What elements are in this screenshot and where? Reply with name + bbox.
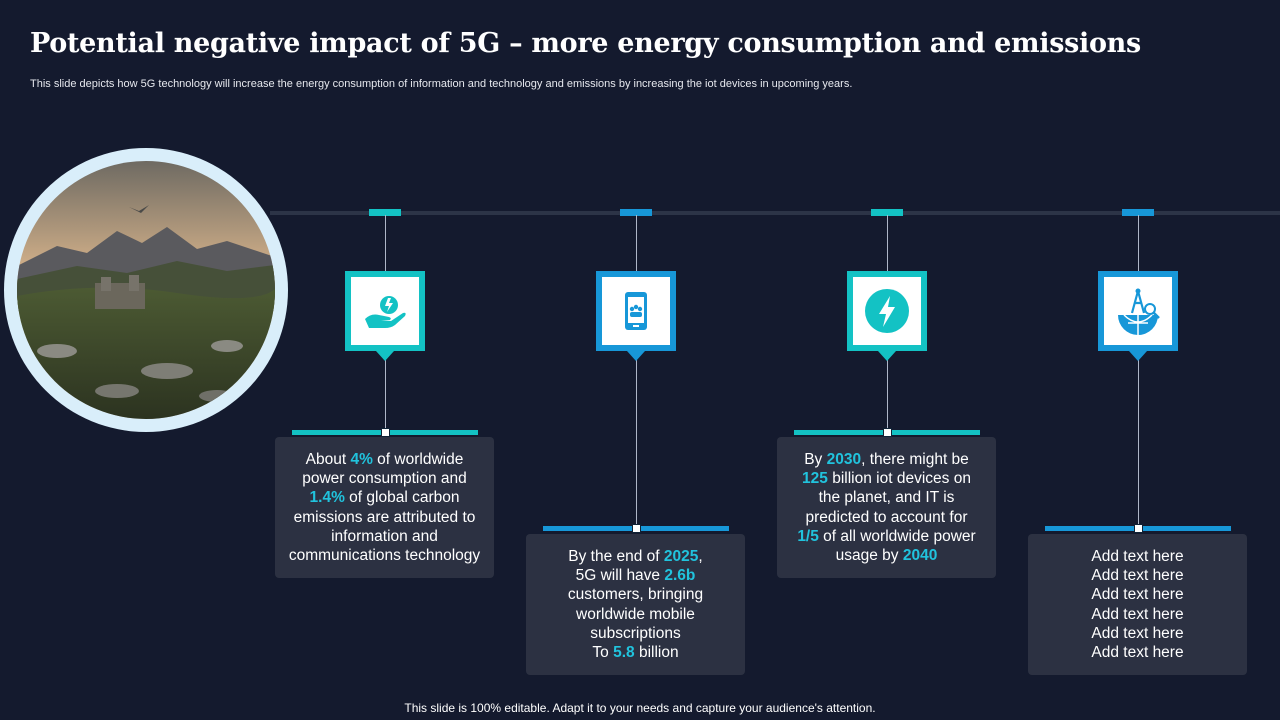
- landscape-image: [17, 161, 275, 419]
- card-text: predicted to account for: [805, 508, 968, 526]
- card-text: of global carbon: [344, 489, 460, 507]
- card-line: information and: [283, 527, 486, 546]
- info-card: By 2030, there might be 125 billion iot d…: [777, 437, 996, 579]
- timeline-bar: [270, 211, 1280, 215]
- card-line: worldwide mobile: [534, 605, 737, 624]
- card-line: By 2030, there might be: [785, 450, 988, 469]
- card-line: By the end of 2025,: [534, 547, 737, 566]
- card-line: predicted to account for: [785, 508, 988, 527]
- highlight-value: 1/5: [797, 527, 819, 545]
- timeline-marker: [1122, 209, 1154, 216]
- info-card: By the end of 2025, 5G will have 2.6b cust…: [526, 534, 745, 676]
- card-line: 1.4% of global carbon: [283, 488, 486, 507]
- highlight-value: 2.6b: [664, 567, 696, 585]
- timeline-node: [1134, 524, 1143, 533]
- timeline-node: [632, 524, 641, 533]
- card-line: power consumption and: [283, 469, 486, 488]
- step-icon-box: [596, 271, 676, 351]
- card-text: billion: [634, 644, 679, 662]
- card-line: About 4% of worldwide: [283, 450, 486, 469]
- card-text: the planet, and IT is: [818, 489, 955, 507]
- connector-line: [1138, 215, 1139, 526]
- footer-note: This slide is 100% editable. Adapt it to…: [404, 701, 876, 715]
- highlight-value: 5.8: [613, 644, 635, 662]
- card-line: Add text here: [1036, 585, 1239, 604]
- card-text: By the end of: [568, 548, 664, 565]
- card-text: , there might be: [861, 451, 969, 468]
- page-title: Potential negative impact of 5G – more e…: [30, 28, 1141, 59]
- card-line: 125 billion iot devices on: [785, 469, 988, 488]
- step-icon-box: [345, 271, 425, 351]
- timeline-marker: [620, 209, 652, 216]
- card-text: communications technology: [288, 547, 481, 565]
- card-line: emissions are attributed to: [283, 508, 486, 527]
- card-text: About: [305, 451, 351, 468]
- icon-pointer: [627, 351, 645, 361]
- card-line: usage by 2040: [785, 546, 988, 565]
- highlight-value: 2025: [663, 548, 699, 565]
- highlight-value: 2030: [826, 451, 862, 468]
- info-card: Add text here Add text here Add text here A…: [1028, 534, 1247, 676]
- card-text: customers, bringing: [567, 586, 704, 604]
- page-subtitle: This slide depicts how 5G technology wil…: [30, 78, 853, 90]
- card-text: ,: [698, 548, 703, 565]
- card-text: By: [804, 451, 827, 468]
- timeline-node: [381, 428, 390, 437]
- landscape-photo: [4, 148, 288, 432]
- card-text: Add text here: [1091, 586, 1184, 604]
- card-line: Add text here: [1036, 605, 1239, 624]
- card-text: power consumption and: [302, 470, 467, 488]
- highlight-value: 2040: [902, 547, 938, 565]
- step-icon-box: [847, 271, 927, 351]
- timeline-marker: [369, 209, 401, 216]
- timeline-node: [883, 428, 892, 437]
- card-text: Add text here: [1091, 567, 1184, 585]
- card-text: Add text here: [1091, 605, 1184, 623]
- card-text: 5G will have: [575, 567, 665, 585]
- card-text: of worldwide: [372, 451, 464, 468]
- card-text: of all worldwide power: [818, 527, 976, 545]
- highlight-value: 125: [802, 470, 828, 488]
- card-text: billion iot devices on: [827, 470, 971, 488]
- card-line: To 5.8 billion: [534, 643, 737, 662]
- card-line: the planet, and IT is: [785, 488, 988, 507]
- card-line: Add text here: [1036, 547, 1239, 566]
- card-text: emissions are attributed to: [293, 508, 476, 526]
- info-card: About 4% of worldwide power consumption a…: [275, 437, 494, 579]
- step-icon-box: [1098, 271, 1178, 351]
- highlight-value: 4%: [350, 451, 373, 468]
- card-text: Add text here: [1091, 624, 1184, 642]
- icon-pointer: [1129, 351, 1147, 361]
- card-text: Add text here: [1091, 644, 1184, 662]
- card-line: Add text here: [1036, 566, 1239, 585]
- card-line: subscriptions: [534, 624, 737, 643]
- card-line: customers, bringing: [534, 585, 737, 604]
- icon-pointer: [878, 351, 896, 361]
- card-line: 5G will have 2.6b: [534, 566, 737, 585]
- card-line: 1/5 of all worldwide power: [785, 527, 988, 546]
- card-text: information and: [331, 527, 438, 545]
- card-line: Add text here: [1036, 643, 1239, 662]
- card-text: subscriptions: [590, 624, 681, 642]
- card-line: communications technology: [283, 546, 486, 565]
- card-text: usage by: [835, 547, 903, 565]
- card-text: Add text here: [1091, 548, 1184, 565]
- card-line: Add text here: [1036, 624, 1239, 643]
- connector-line: [636, 215, 637, 526]
- icon-pointer: [376, 351, 394, 361]
- highlight-value: 1.4%: [309, 489, 345, 507]
- card-text: worldwide mobile: [576, 605, 695, 623]
- card-text: To: [592, 644, 614, 662]
- timeline-marker: [871, 209, 903, 216]
